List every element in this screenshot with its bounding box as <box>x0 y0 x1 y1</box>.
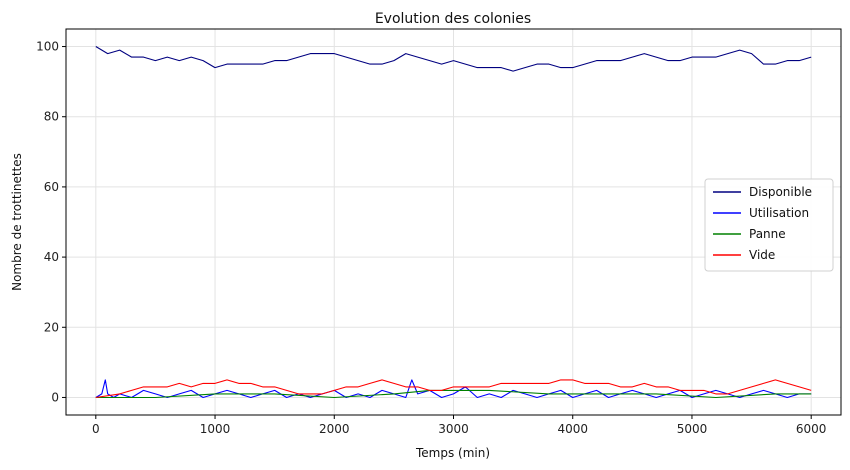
x-tick-label: 1000 <box>200 422 231 436</box>
series-line-disponible <box>95 46 812 72</box>
plot-area <box>95 46 812 399</box>
x-tick-label: 0 <box>92 422 100 436</box>
series-line-panne <box>95 389 812 399</box>
legend: Disponible Utilisation Panne Vide <box>704 178 834 272</box>
y-tick-label: 60 <box>44 180 59 194</box>
y-tick-label: 40 <box>44 250 59 264</box>
x-axis: 0 1000 2000 3000 4000 5000 6000 <box>92 415 826 436</box>
x-tick-label: 3000 <box>438 422 469 436</box>
legend-box <box>704 178 834 272</box>
chart-title: Evolution des colonies <box>375 11 531 27</box>
y-axis-label: Nombre de trottinettes <box>10 153 24 291</box>
x-tick-label: 5000 <box>677 422 708 436</box>
legend-label: Vide <box>749 248 775 262</box>
legend-label: Utilisation <box>749 206 809 220</box>
series-line-vide <box>95 379 812 399</box>
legend-label: Panne <box>749 227 786 241</box>
y-tick-label: 20 <box>44 320 59 334</box>
x-tick-label: 6000 <box>796 422 827 436</box>
x-axis-label: Temps (min) <box>415 446 490 460</box>
y-tick-label: 80 <box>44 110 59 124</box>
x-tick-label: 4000 <box>557 422 588 436</box>
y-axis: 0 20 40 60 80 100 <box>36 40 66 404</box>
y-tick-label: 0 <box>51 390 59 404</box>
x-tick-label: 2000 <box>319 422 350 436</box>
legend-label: Disponible <box>749 185 812 199</box>
y-tick-label: 100 <box>36 40 59 54</box>
